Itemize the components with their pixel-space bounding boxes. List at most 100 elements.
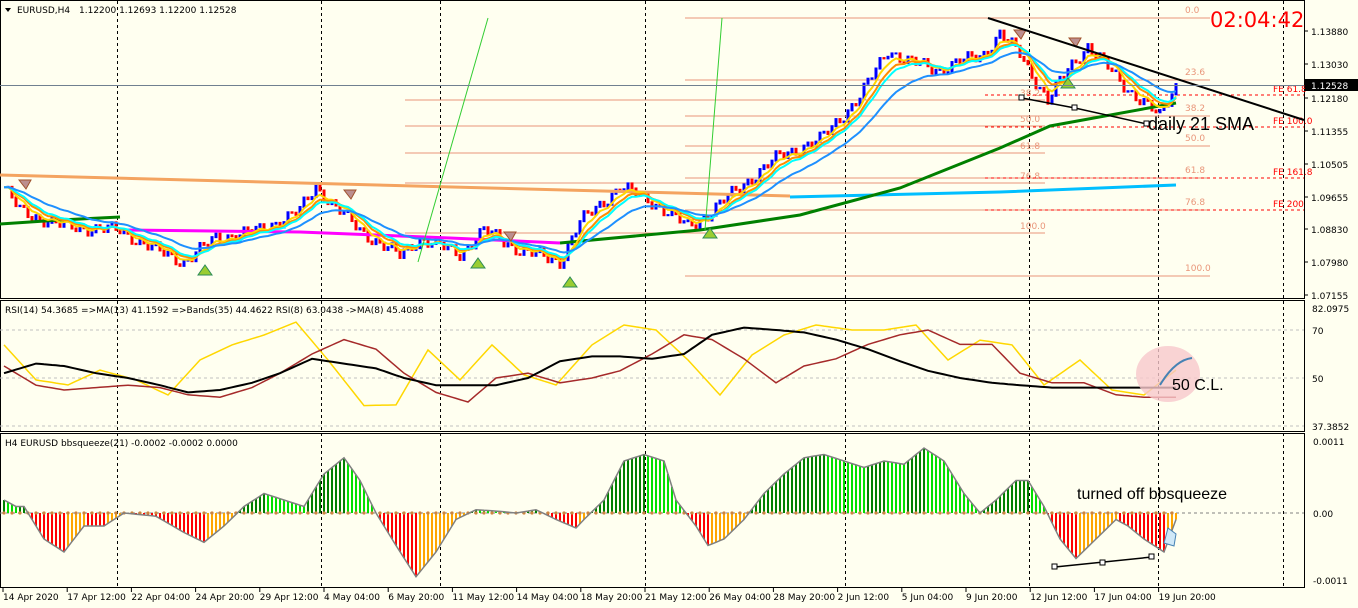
price-bar xyxy=(770,159,774,169)
price-bar xyxy=(810,141,814,148)
price-bar xyxy=(870,77,874,80)
price-bar xyxy=(758,168,762,182)
price-bar xyxy=(286,211,290,224)
bb-panel-frame xyxy=(0,433,1305,588)
sell-arrow-icon xyxy=(17,179,32,190)
rsi-tick-label: 70 xyxy=(1312,327,1324,337)
squeeze-dot xyxy=(818,511,822,515)
resistance-trendline[interactable] xyxy=(987,17,1305,121)
price-bar xyxy=(42,218,46,228)
current-price-label: 1.12528 xyxy=(1311,82,1348,92)
squeeze-dot xyxy=(18,511,22,515)
squeeze-dot xyxy=(770,511,774,515)
price-bar xyxy=(530,248,534,257)
rsi-tick-label: 82.0975 xyxy=(1312,305,1349,315)
squeeze-dot xyxy=(1138,511,1142,515)
squeeze-dot xyxy=(1170,511,1174,515)
squeeze-dot xyxy=(146,511,150,515)
price-bar xyxy=(886,55,890,60)
price-bar xyxy=(458,254,462,261)
bb-tick-label: -0.0011 xyxy=(1313,577,1348,587)
squeeze-dot xyxy=(282,511,286,515)
ema-line xyxy=(4,51,1177,254)
price-bar xyxy=(390,242,394,249)
current-price-box xyxy=(1305,79,1358,91)
price-bar xyxy=(550,257,554,264)
price-bar xyxy=(994,36,998,52)
price-bar xyxy=(966,51,970,61)
rsi-series-rsi14 xyxy=(3,329,1176,403)
squeeze-dot xyxy=(474,511,478,515)
price-bar xyxy=(418,236,422,250)
squeeze-dot xyxy=(290,511,294,515)
price-bar xyxy=(1086,43,1090,54)
squeeze-dot xyxy=(530,511,534,515)
squeeze-dot xyxy=(258,511,262,515)
squeeze-dot xyxy=(602,511,606,515)
buy-arrow-icon xyxy=(562,276,578,288)
price-bar xyxy=(114,221,118,231)
squeeze-dot xyxy=(1098,511,1102,515)
squeeze-dot xyxy=(1090,511,1094,515)
bb-tick-label: 0.00 xyxy=(1313,510,1333,520)
price-tick-label: 1.13880 xyxy=(1311,28,1348,38)
price-bar xyxy=(626,182,630,191)
fib-anchor-line[interactable] xyxy=(417,17,489,263)
price-bar xyxy=(586,210,590,214)
squeeze-dot xyxy=(242,511,246,515)
price-bar xyxy=(714,202,718,217)
support-trendline[interactable] xyxy=(1018,94,1150,127)
squeeze-dot xyxy=(162,511,166,515)
sell-arrow-icon xyxy=(1067,37,1082,48)
squeeze-dot xyxy=(962,511,966,515)
price-bar xyxy=(486,226,490,236)
price-bar xyxy=(138,238,142,246)
squeeze-dot xyxy=(402,511,406,515)
trendline-bb[interactable] xyxy=(1051,553,1155,570)
squeeze-dot xyxy=(858,511,862,515)
squeeze-dot xyxy=(178,511,182,515)
squeeze-dot xyxy=(698,511,702,515)
time-tick-label: 24 Apr 20:00 xyxy=(196,593,255,603)
price-bar xyxy=(482,226,486,231)
price-bar xyxy=(1030,63,1034,79)
price-bar xyxy=(938,67,942,71)
price-bar xyxy=(958,58,962,65)
bbsqueeze-header: H4 EURUSD bbsqueeze(21) -0.0002 -0.0002 … xyxy=(5,439,238,449)
squeeze-dot xyxy=(1162,511,1166,515)
squeeze-dot xyxy=(442,511,446,515)
squeeze-dot xyxy=(754,511,758,515)
squeeze-dot xyxy=(1106,511,1110,515)
price-bar xyxy=(446,244,450,251)
fib-level-label: 50.0 xyxy=(1020,115,1040,125)
price-bar xyxy=(838,118,842,124)
fib-anchor-line[interactable] xyxy=(704,17,723,231)
dropdown-triangle-icon[interactable] xyxy=(5,8,11,12)
price-bar xyxy=(178,263,182,267)
price-bar xyxy=(858,97,862,107)
squeeze-dot xyxy=(730,511,734,515)
squeeze-dot xyxy=(1018,511,1022,515)
squeeze-dot xyxy=(650,511,654,515)
ema-line xyxy=(3,42,1177,260)
squeeze-dot xyxy=(874,511,878,515)
price-bar xyxy=(826,130,830,135)
time-tick-label: 26 May 04:00 xyxy=(709,593,771,603)
price-bar xyxy=(162,249,166,257)
price-bar xyxy=(718,199,722,205)
price-bar xyxy=(342,211,346,215)
price-bar xyxy=(594,205,598,216)
squeeze-dot xyxy=(802,511,806,515)
squeeze-dot xyxy=(2,511,6,515)
squeeze-dot xyxy=(1082,511,1086,515)
squeeze-dot xyxy=(642,511,646,515)
candle-timer: 02:04:42 xyxy=(1210,8,1304,32)
price-bar xyxy=(202,241,206,246)
price-bar xyxy=(386,246,390,251)
squeeze-dot xyxy=(1042,511,1046,515)
price-bar xyxy=(478,228,482,243)
sma-long-orange xyxy=(0,173,791,198)
squeeze-dot xyxy=(226,511,230,515)
